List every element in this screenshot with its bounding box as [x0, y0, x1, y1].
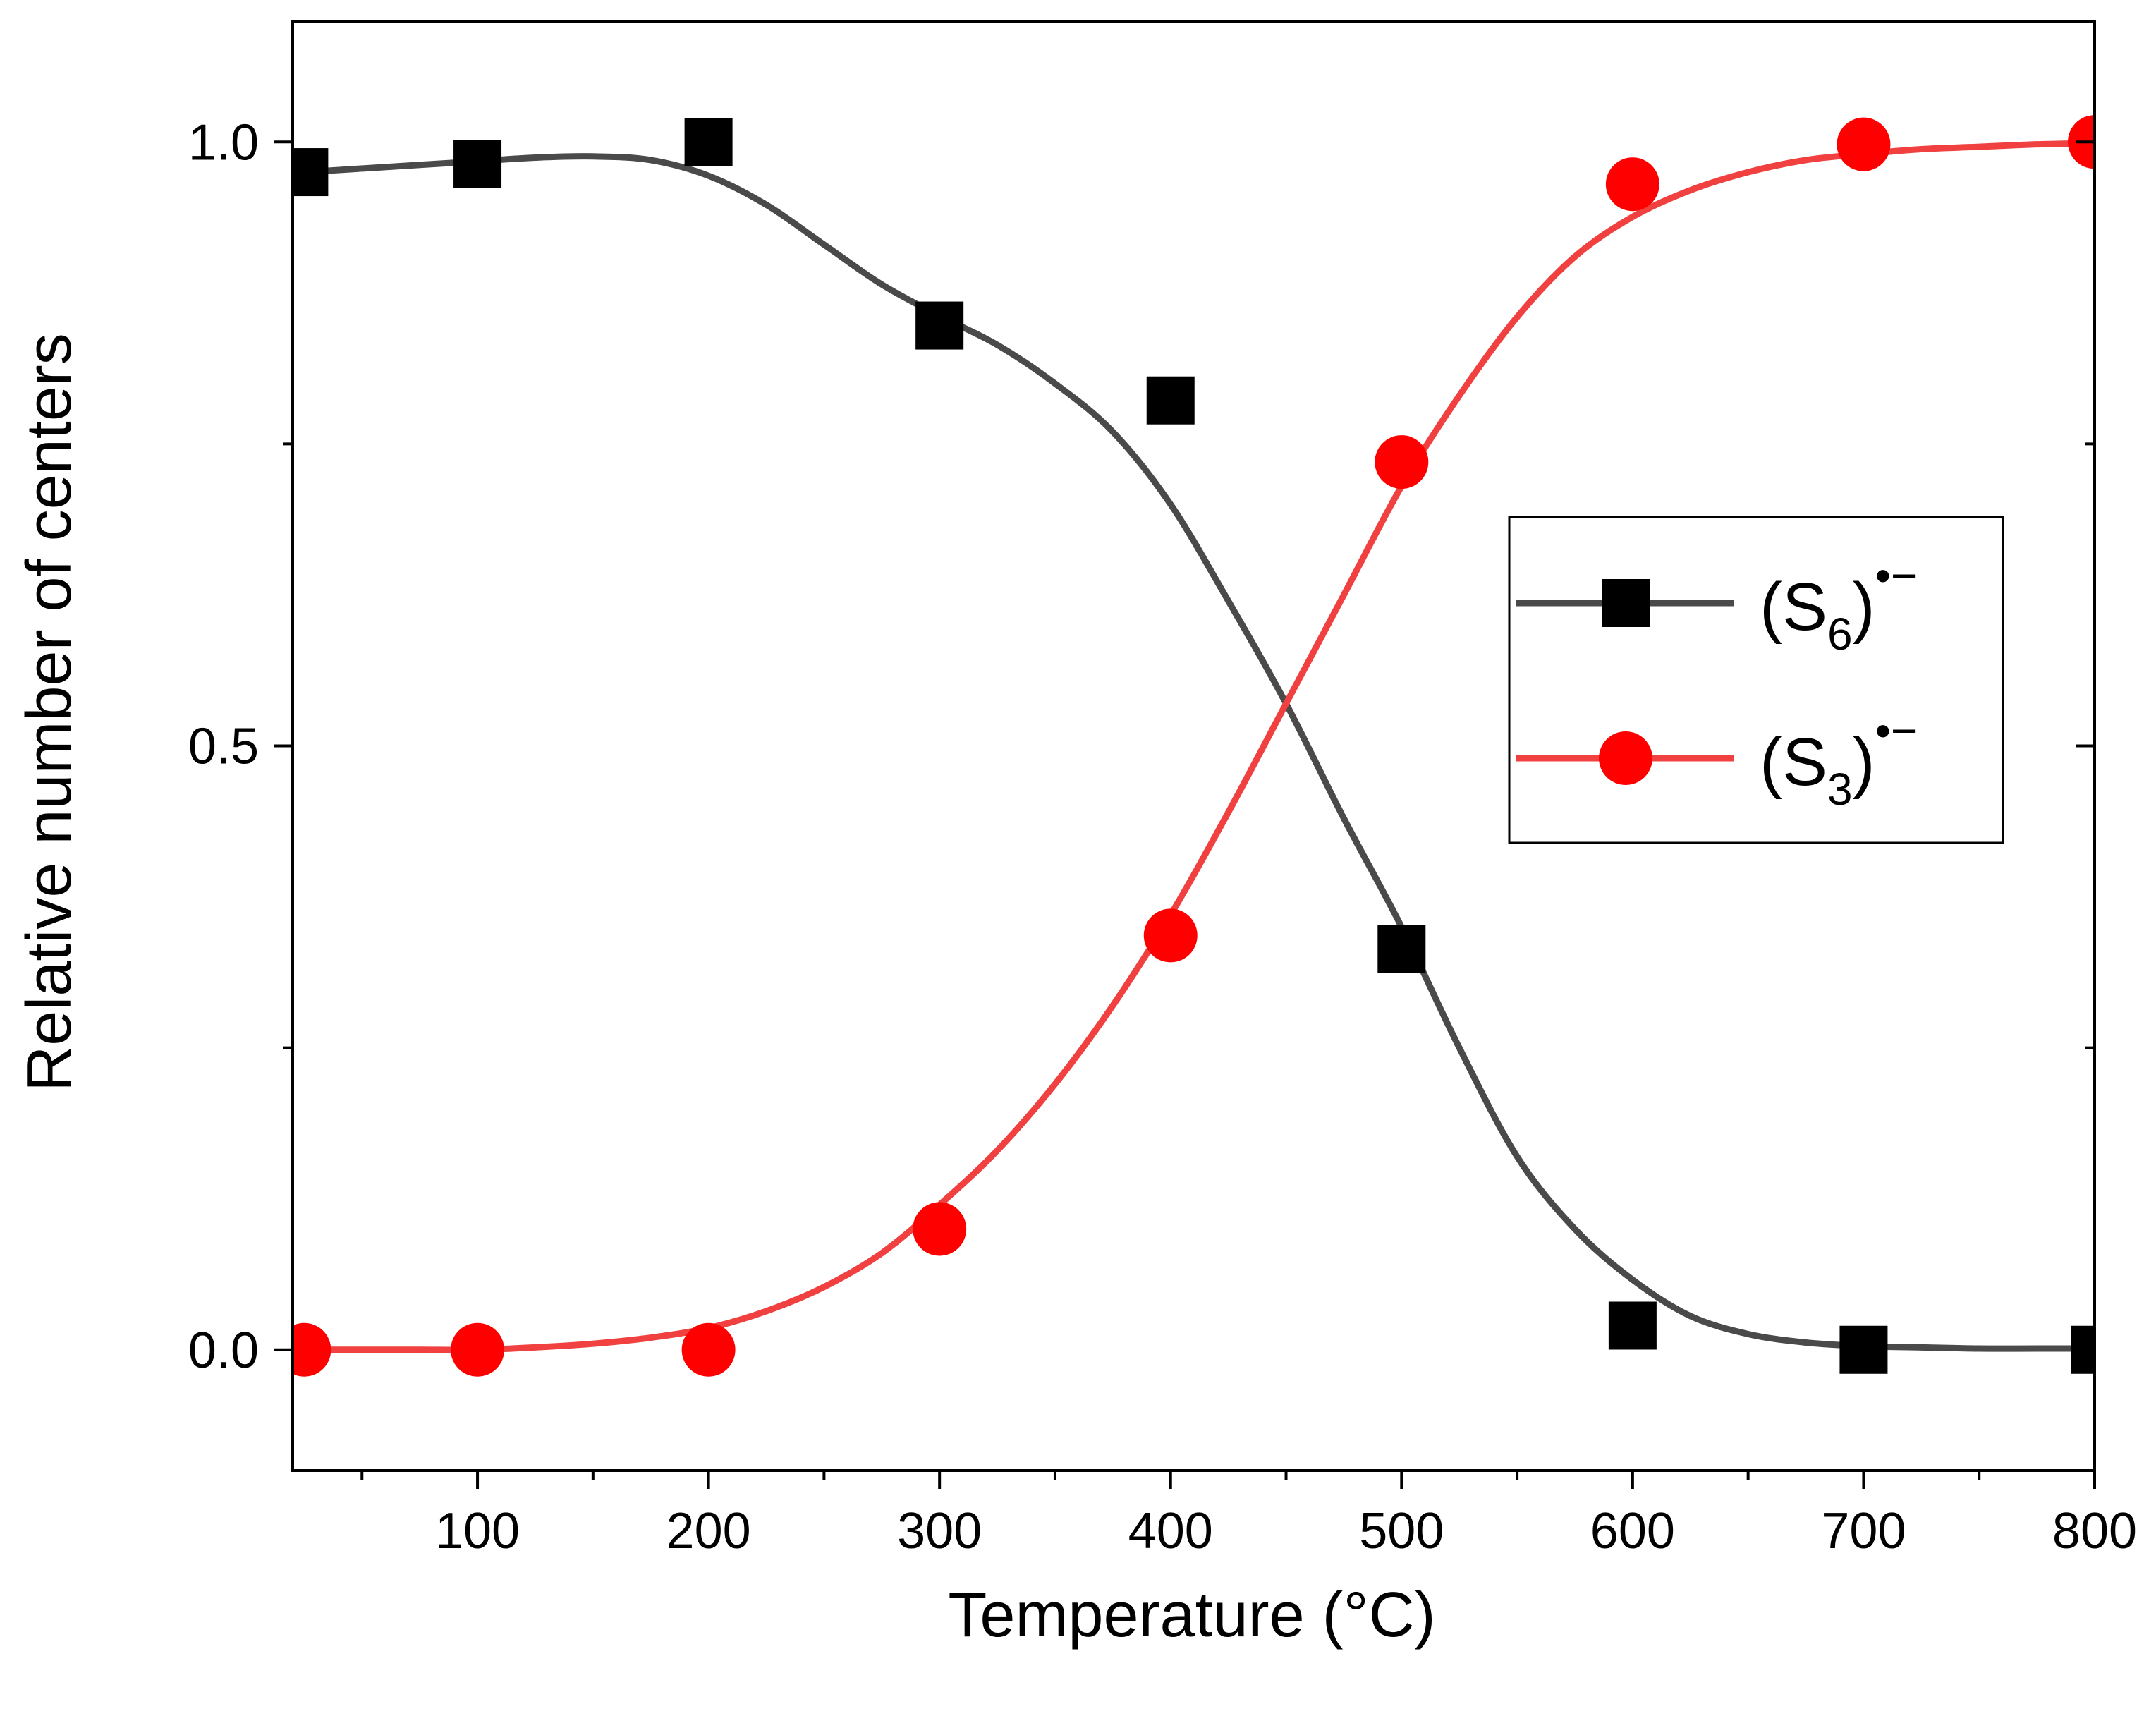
fit-line-series-1 — [304, 140, 2095, 1353]
legend-marker-s3 — [1599, 731, 1652, 785]
legend-label-s3: (S3)•− — [1760, 705, 1917, 815]
x-axis-title: Temperature (°C) — [948, 1580, 1435, 1650]
x-tick-label: 300 — [897, 1503, 982, 1559]
data-point-series-0 — [293, 148, 329, 197]
data-point-series-0 — [915, 301, 964, 350]
legend-marker-s6 — [1602, 579, 1650, 627]
legend-label-s6-main: (S — [1760, 569, 1827, 645]
tick-labels: 100 200 300 400 500 600 700 800 0.0 0.5 1.0 — [188, 114, 2137, 1559]
legend-item-s3: (S3)•− — [1516, 705, 1917, 815]
legend-label-s6-sub: 6 — [1827, 609, 1853, 659]
data-point-series-0 — [1839, 1325, 1888, 1374]
data-point-series-1 — [293, 1322, 331, 1377]
data-point-series-0 — [684, 118, 733, 166]
data-point-series-1 — [681, 1322, 736, 1377]
x-tick-label: 800 — [2052, 1503, 2137, 1559]
x-tick-label: 700 — [1821, 1503, 1906, 1559]
data-point-series-1 — [451, 1322, 505, 1377]
y-tick-label: 1.0 — [188, 114, 259, 171]
y-tick-label: 0.5 — [188, 719, 259, 775]
legend-label-s3-main: (S — [1760, 724, 1827, 800]
x-tick-label: 100 — [435, 1503, 520, 1559]
data-point-series-1 — [1375, 435, 1429, 489]
legend-box — [1508, 516, 2004, 844]
x-tick-label: 600 — [1590, 1503, 1675, 1559]
legend-label-s6: (S6)•− — [1760, 550, 1917, 659]
legend-item-s6: (S6)•− — [1516, 550, 1917, 659]
data-point-series-0 — [1377, 925, 1426, 973]
legend-label-s3-sub: 3 — [1827, 764, 1853, 815]
x-tick-label: 500 — [1359, 1503, 1444, 1559]
x-tick-label: 400 — [1128, 1503, 1213, 1559]
data-point-series-1 — [1605, 157, 1659, 212]
legend-label-s6-sup: •− — [1875, 550, 1918, 601]
y-tick-label: 0.0 — [188, 1322, 259, 1379]
data-point-series-0 — [1608, 1301, 1657, 1350]
data-point-series-1 — [1143, 908, 1198, 963]
legend-label-s3-close: ) — [1853, 724, 1875, 800]
data-point-series-1 — [913, 1202, 967, 1256]
data-point-series-0 — [1146, 376, 1195, 425]
legend: (S6)•− (S3)•− — [1508, 516, 2004, 844]
fit-lines — [304, 140, 2095, 1353]
x-tick-label: 200 — [666, 1503, 751, 1559]
legend-label-s3-sup: •− — [1875, 705, 1918, 756]
axis-ticks — [274, 140, 2096, 1489]
fit-line-series-0 — [304, 153, 2095, 1352]
data-point-series-0 — [453, 140, 502, 188]
legend-label-s6-close: ) — [1853, 569, 1875, 645]
data-point-series-1 — [1837, 117, 1891, 171]
y-axis-title: Relative number of centers — [14, 333, 85, 1092]
data-markers — [293, 115, 2095, 1377]
